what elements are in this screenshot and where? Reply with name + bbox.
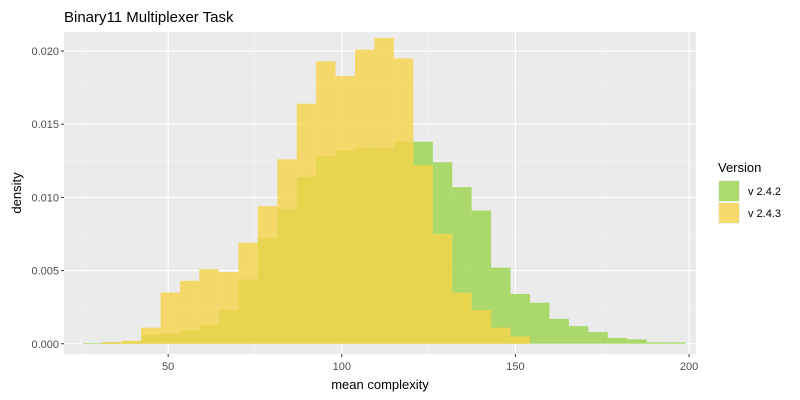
y-tick-label: 0.020 (31, 46, 59, 58)
chart-title: Binary11 Multiplexer Task (64, 9, 234, 26)
x-axis: 50 100 150 200 (162, 354, 698, 373)
bar (393, 58, 414, 344)
bar (179, 280, 200, 344)
bar (432, 233, 453, 344)
legend-label: v 2.4.3 (748, 208, 781, 220)
x-axis-label: mean complexity (331, 377, 429, 392)
bar (199, 269, 219, 344)
bar (277, 159, 297, 344)
legend: Version v 2.4.2 v 2.4.3 (718, 160, 781, 224)
bar (316, 61, 336, 344)
bar (666, 342, 686, 344)
bar (102, 342, 122, 344)
x-tick-label: 200 (680, 361, 698, 373)
series-2 (102, 37, 531, 344)
bar (491, 327, 511, 344)
legend-title: Version (718, 160, 761, 175)
bar (646, 342, 667, 344)
y-axis-label: density (9, 172, 24, 214)
legend-swatch (719, 203, 739, 223)
bar (510, 336, 531, 344)
bar (296, 103, 317, 344)
y-tick-label: 0.015 (31, 119, 59, 131)
x-tick-label: 50 (162, 361, 174, 373)
bar (627, 339, 647, 344)
bar (568, 326, 589, 344)
bar (354, 49, 375, 344)
bar (238, 242, 258, 344)
x-tick-label: 100 (333, 361, 351, 373)
y-axis: 0.000 0.005 0.010 0.015 0.020 (31, 46, 64, 351)
bar (374, 37, 394, 344)
bar (257, 206, 278, 344)
bar (121, 340, 142, 344)
y-tick-label: 0.000 (31, 339, 59, 351)
bar (607, 337, 628, 344)
bar (335, 75, 355, 344)
bar (82, 343, 103, 344)
y-tick-label: 0.005 (31, 266, 59, 278)
legend-label: v 2.4.2 (748, 186, 781, 198)
bar (491, 267, 511, 344)
bar (141, 327, 161, 344)
bar (549, 318, 569, 344)
histogram-bars (82, 37, 686, 344)
bar (588, 332, 608, 344)
bar (160, 292, 180, 344)
bar (452, 292, 472, 344)
x-tick-label: 150 (506, 361, 524, 373)
bar (471, 310, 492, 344)
bar (413, 165, 433, 344)
bar (510, 293, 531, 344)
y-tick-label: 0.010 (31, 192, 59, 204)
legend-swatch (719, 181, 739, 201)
bar (218, 272, 239, 344)
bar (530, 302, 550, 344)
